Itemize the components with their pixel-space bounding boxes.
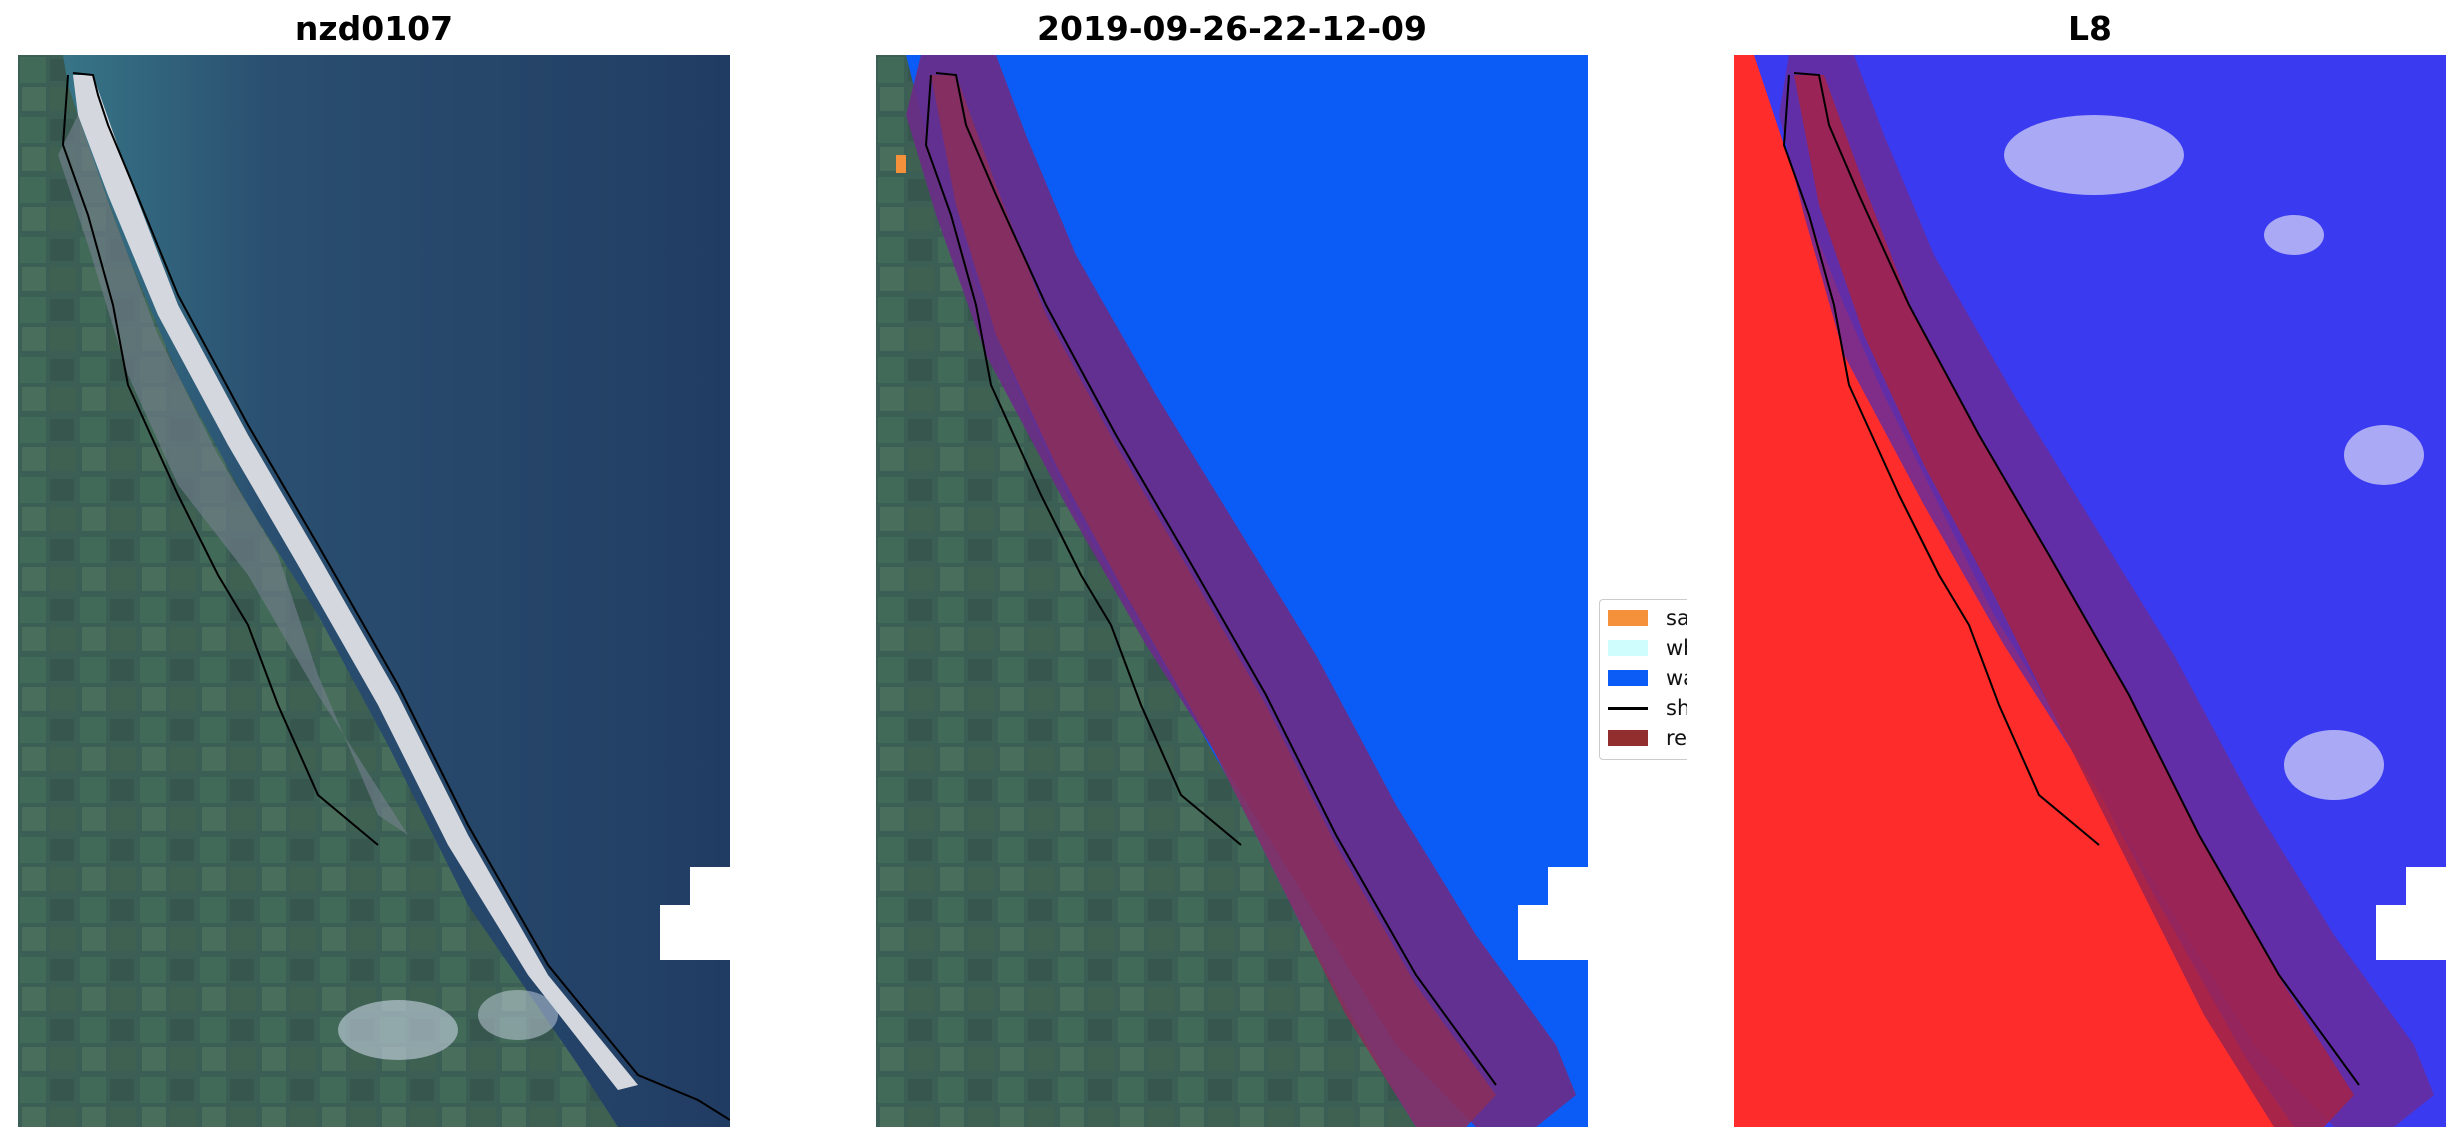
nodata-mask xyxy=(1518,867,1588,960)
reference-swatch xyxy=(1608,730,1648,746)
panel-title-classified: 2019-09-26-22-12-09 xyxy=(1037,9,1427,48)
legend-label: whitewater xyxy=(1666,636,1687,660)
shoreline-line xyxy=(935,72,1497,1086)
index-land-area xyxy=(1734,55,2294,1127)
cloud-patch xyxy=(2344,425,2424,485)
classified-image xyxy=(876,55,1588,1127)
cloud-patch xyxy=(2004,115,2184,195)
shoreline-swatch xyxy=(1608,706,1648,710)
legend: sand whitewater water shoreline referenc… xyxy=(1599,599,1687,760)
reference-buffer xyxy=(1779,55,2434,1127)
legend-label: water xyxy=(1666,666,1687,690)
legend-label: reference xyxy=(1666,726,1687,750)
shoreline-line-inner xyxy=(924,74,1242,846)
shoreline-line xyxy=(72,72,730,1121)
nodata-mask xyxy=(660,867,730,960)
rgb-satellite-image xyxy=(18,55,730,1127)
land-buffer-overlap xyxy=(931,75,1496,1127)
reference-buffer xyxy=(906,55,1576,1127)
estuary-area xyxy=(58,115,408,835)
sand-class-patch xyxy=(896,155,906,173)
shoreline-line-inner xyxy=(61,74,379,846)
cloud-patch xyxy=(2284,730,2384,800)
sand-swatch xyxy=(1608,610,1648,626)
water-swatch xyxy=(1608,670,1648,686)
land-buffer-overlap xyxy=(1794,75,2354,1127)
panel-title-index: L8 xyxy=(2068,9,2112,48)
cloud-patch xyxy=(478,990,558,1040)
cloud-patch xyxy=(2264,215,2324,255)
land-area xyxy=(18,55,618,1127)
panel-title-rgb: nzd0107 xyxy=(294,9,454,48)
legend-item-water: water xyxy=(1608,664,1687,692)
legend-item-sand: sand xyxy=(1608,604,1687,632)
whitewater-swatch xyxy=(1608,640,1648,656)
land-area xyxy=(876,55,1416,1127)
shoreline-line xyxy=(1793,72,2360,1086)
legend-item-whitewater: whitewater xyxy=(1608,634,1687,662)
legend-label: shoreline xyxy=(1666,696,1687,720)
cloud-patch xyxy=(338,1000,458,1060)
legend-label: sand xyxy=(1666,606,1687,630)
legend-item-reference: reference xyxy=(1608,724,1687,752)
shoreline-line-inner xyxy=(1782,74,2100,846)
water-index-image xyxy=(1734,55,2446,1127)
legend-item-shoreline: shoreline xyxy=(1608,694,1687,722)
nodata-mask xyxy=(2376,867,2446,960)
